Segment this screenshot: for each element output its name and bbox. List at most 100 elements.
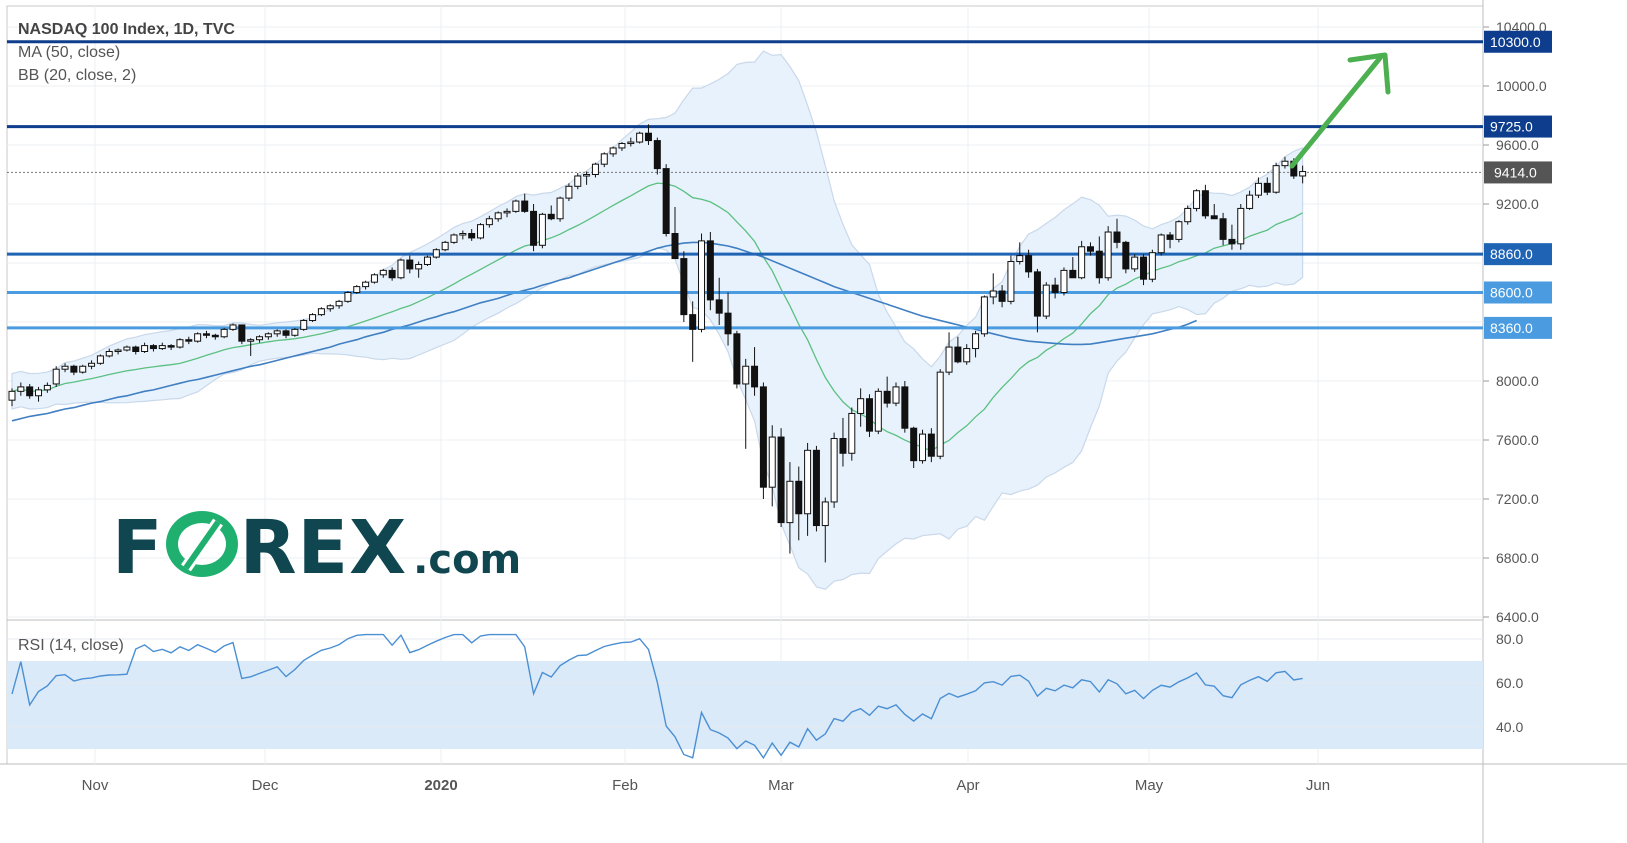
candle-body [1246,194,1254,209]
candle-body [1254,182,1262,196]
candle-body [591,163,599,176]
candle-body [264,333,272,338]
candle-body [149,345,157,350]
candle-body [1051,284,1059,293]
x-axis: Nov Dec 2020 Feb Mar Apr May Jun [82,777,1330,794]
candle-body [618,143,626,149]
candle-body [114,349,122,353]
chart-title: NASDAQ 100 Index, 1D, TVC [18,21,235,38]
rsi-label: RSI (14, close) [18,637,124,654]
candle-body [468,233,476,239]
candle-body [1237,207,1245,245]
candle-body [1228,238,1236,245]
candle-body [309,314,317,322]
candle-body [432,249,440,258]
logo-letter-f: F [112,505,164,591]
candle-body [574,175,582,187]
candle-body [530,210,538,246]
candle-body [857,398,865,414]
candle-body [521,200,529,212]
candle-body [1113,231,1121,243]
candle-body [706,240,714,301]
level-badge-10300 [1484,30,1552,53]
candle-body [158,345,166,350]
level-badge-label-9725: 9725.0 [1490,119,1533,135]
candle-body [724,312,732,335]
level-badge-8860 [1484,243,1552,266]
level-badge-label-8860: 8860.0 [1490,246,1533,262]
candle-body [26,386,34,397]
logo-suffix: .com [413,537,522,583]
candle-body [627,141,635,145]
candle-body [96,355,104,364]
candle-body [202,333,210,336]
candle-body [211,334,219,338]
candle-body [1201,190,1209,217]
candle-body [494,212,502,220]
candle-body [1193,190,1201,209]
candle-body [1299,171,1307,177]
rsi-panel [7,633,1483,760]
candle-body [600,153,608,165]
candle-body [105,351,113,357]
candle-body [1131,256,1139,270]
candle-body [556,197,564,220]
candle-body [238,324,246,342]
candle-body [892,386,900,404]
candle-body [17,386,25,392]
ma-indicator-label: MA (50, close) [18,44,121,61]
y-axis: 6400.0 6800.0 7200.0 7600.0 8000.0 9200.0 9600… [1483,19,1552,735]
candle-body [998,290,1006,302]
y-tick-label: 6400.0 [1496,609,1539,625]
candle-body [61,365,69,370]
candle-body [653,140,661,170]
candle-body [1148,252,1156,280]
x-tick-label: Nov [82,777,109,794]
candle-body [1157,234,1165,254]
candle-body [70,365,78,373]
candle-body [1140,256,1148,280]
y-tick-label: 7200.0 [1496,491,1539,507]
candle-body [874,390,882,432]
candle-body [1025,255,1033,273]
rsi-tick-label: 40.0 [1496,719,1523,735]
candle-body [830,438,838,503]
candle-body [247,339,255,342]
candle-body [220,328,228,338]
candle-body [353,286,361,294]
forex-logo: F REX .com [112,505,522,591]
candle-body [459,233,467,236]
candle-body [945,346,953,373]
candle-body [698,240,706,330]
candle-body [644,132,652,142]
candle-body [751,365,759,388]
candle-body [141,345,149,353]
candle-body [1122,241,1130,270]
candle-body [1086,246,1094,252]
candle-body [1175,221,1183,240]
logo-letters-rex: REX [239,505,408,591]
candle-body [88,362,96,367]
candle-body [300,320,308,330]
candle-body [927,433,935,457]
candle-body [1007,261,1015,302]
rsi-tick-label: 60.0 [1496,675,1523,691]
candle-body [441,241,449,251]
x-tick-label: 2020 [424,777,457,794]
level-badge-label-8600: 8600.0 [1490,285,1533,301]
candle-body [839,438,847,454]
candle-body [291,328,299,336]
candle-body [795,480,803,515]
candle-body [865,398,873,432]
candle-body [680,258,688,316]
candle-body [35,389,43,397]
candle-body [43,384,51,391]
candle-body [79,365,87,373]
candle-body [1095,250,1103,279]
candle-body [565,185,573,199]
moving-average-lines [11,182,1303,452]
arrow-head [1347,52,1391,95]
last-price-badge [1484,161,1552,184]
candle-body [123,346,131,351]
